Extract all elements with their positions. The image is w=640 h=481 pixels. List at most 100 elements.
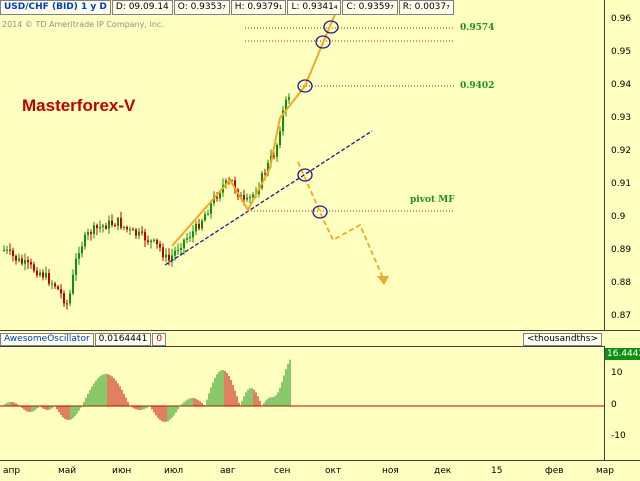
candle-body bbox=[45, 272, 47, 278]
price-tick: 0.89 bbox=[611, 245, 632, 255]
low-value: L: 0.9341₄ bbox=[287, 0, 342, 15]
candle-body bbox=[6, 249, 8, 251]
candle-body bbox=[132, 229, 134, 231]
candle-body bbox=[240, 195, 242, 197]
level-label-pivot: pivot MF bbox=[410, 195, 455, 205]
candle-body bbox=[150, 240, 152, 243]
time-axis[interactable]: апр май июн июл авг сен окт ноя дек 15 ф… bbox=[0, 460, 640, 481]
candle-body bbox=[210, 203, 212, 214]
candle-body bbox=[162, 247, 164, 258]
candle-body bbox=[111, 220, 113, 225]
osc-tick: 0 bbox=[611, 400, 617, 410]
time-tick: ноя bbox=[382, 466, 399, 476]
oscillator-name[interactable]: AwesomeOscillator bbox=[0, 333, 94, 346]
candle-body bbox=[15, 255, 17, 261]
marker-ellipse bbox=[297, 168, 313, 182]
candle-body bbox=[24, 260, 26, 264]
candle-body bbox=[114, 224, 116, 226]
time-tick: дек bbox=[434, 466, 452, 476]
candle-body bbox=[231, 180, 233, 182]
candle-body bbox=[264, 173, 266, 175]
candle-body bbox=[180, 247, 182, 250]
time-tick: 15 bbox=[491, 466, 503, 476]
candle-body bbox=[66, 303, 68, 305]
open-value: O: 0.9353₇ bbox=[173, 0, 230, 15]
candle-body bbox=[153, 239, 155, 241]
candle-body bbox=[51, 283, 53, 285]
price-tick: 0.92 bbox=[611, 146, 632, 156]
time-tick: авг bbox=[220, 466, 236, 476]
candle-body bbox=[144, 231, 146, 241]
candle-body bbox=[78, 253, 80, 259]
candle-body bbox=[42, 272, 44, 278]
price-tick: 0.96 bbox=[611, 14, 632, 24]
price-tick: 0.9 bbox=[611, 212, 626, 222]
candle-body bbox=[216, 196, 218, 199]
candle-body bbox=[171, 255, 173, 261]
candle-body bbox=[96, 225, 98, 229]
candle-body bbox=[3, 249, 5, 251]
candle-body bbox=[129, 229, 131, 231]
oscillator-header: AwesomeOscillator 0.0164441 0 bbox=[0, 333, 604, 346]
candle-body bbox=[60, 289, 62, 294]
candle-body bbox=[9, 249, 11, 251]
candle-body bbox=[141, 231, 143, 233]
candle-body bbox=[18, 258, 20, 261]
candle-body bbox=[81, 246, 83, 254]
candle-body bbox=[12, 250, 14, 256]
candle-body bbox=[69, 293, 71, 304]
osc-tick: 10 bbox=[611, 368, 623, 378]
candle-body bbox=[243, 195, 245, 200]
candle-body bbox=[54, 283, 56, 287]
oscillator-scale: <thousandths> bbox=[522, 333, 602, 346]
time-tick: июн bbox=[112, 466, 132, 476]
candle-body bbox=[30, 262, 32, 265]
candle-body bbox=[279, 131, 281, 146]
price-tick: 0.95 bbox=[611, 47, 632, 57]
candle-body bbox=[261, 173, 263, 189]
oscillator-axis[interactable]: 10 0 -10 bbox=[604, 346, 640, 460]
symbol-label[interactable]: USD/CHF (BID) 1 y D bbox=[0, 0, 111, 15]
candle-body bbox=[195, 223, 197, 232]
candle-body bbox=[165, 254, 167, 258]
time-tick: окт bbox=[325, 466, 342, 476]
oscillator-top-border bbox=[0, 346, 640, 347]
candle-body bbox=[72, 274, 74, 294]
candle-body bbox=[273, 155, 275, 157]
candle-body bbox=[183, 239, 185, 248]
price-axis[interactable]: 0.96 0.95 0.94 0.93 0.92 0.91 0.9 0.89 0… bbox=[604, 0, 640, 330]
candle-body bbox=[120, 217, 122, 228]
candle-body bbox=[252, 194, 254, 197]
candle-body bbox=[234, 180, 236, 190]
time-tick: фев bbox=[545, 466, 564, 476]
candle-body bbox=[102, 225, 104, 227]
candle-body bbox=[108, 220, 110, 229]
candle-body bbox=[246, 197, 248, 200]
candle-body bbox=[285, 99, 287, 111]
panel-separator[interactable] bbox=[0, 330, 640, 331]
candle-body bbox=[249, 196, 251, 198]
candle-body bbox=[189, 237, 191, 239]
candle-body bbox=[36, 270, 38, 276]
candle-body bbox=[198, 223, 200, 229]
candle-body bbox=[33, 264, 35, 271]
candle-body bbox=[174, 250, 176, 256]
forecast-path-down bbox=[297, 161, 384, 279]
candle-body bbox=[90, 232, 92, 234]
candle-body bbox=[123, 226, 125, 228]
level-label-upper: 0.9574 bbox=[460, 23, 495, 33]
time-tick: апр bbox=[3, 466, 21, 476]
candle-body bbox=[225, 180, 227, 185]
ohlc-info-bar: USD/CHF (BID) 1 y D D: 09.09.14 O: 0.935… bbox=[0, 0, 455, 15]
candle-body bbox=[177, 249, 179, 251]
candle-body bbox=[75, 258, 77, 275]
forecast-arrowhead-down bbox=[377, 276, 389, 285]
price-tick: 0.91 bbox=[611, 179, 632, 189]
candle-body bbox=[117, 217, 119, 226]
candle-body bbox=[288, 97, 290, 100]
candle-body bbox=[201, 220, 203, 229]
candle-body bbox=[63, 293, 65, 304]
date-value: D: 09.09.14 bbox=[111, 0, 173, 15]
